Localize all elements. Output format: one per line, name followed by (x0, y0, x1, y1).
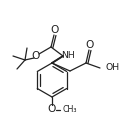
Text: O: O (86, 40, 94, 50)
Text: OH: OH (106, 64, 120, 72)
Text: O: O (51, 25, 59, 35)
Text: CH₃: CH₃ (63, 105, 78, 114)
Text: O: O (32, 51, 40, 61)
Text: O: O (48, 104, 56, 115)
Text: NH: NH (61, 50, 75, 59)
